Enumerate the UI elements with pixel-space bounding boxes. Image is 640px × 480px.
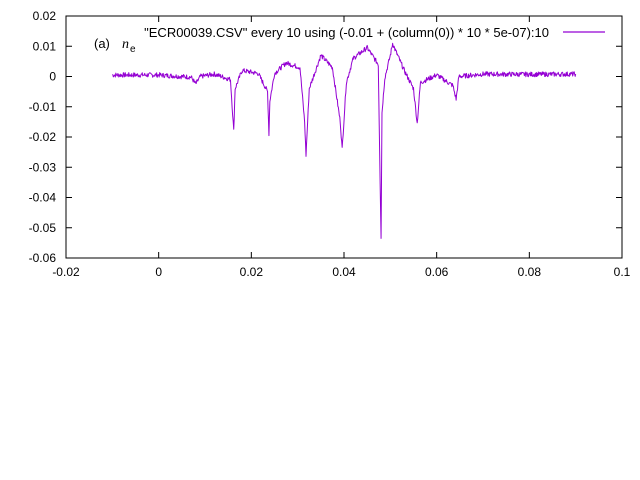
series-layer bbox=[112, 42, 577, 239]
annotation-subscript: e bbox=[130, 44, 136, 55]
y-tick-label: -0.04 bbox=[29, 191, 57, 205]
x-tick-label: -0.02 bbox=[52, 265, 80, 279]
x-tick-label: 0.08 bbox=[518, 265, 542, 279]
plot-frame bbox=[65, 15, 623, 259]
y-tick-label: -0.05 bbox=[29, 221, 57, 235]
y-tick-label: -0.03 bbox=[29, 160, 57, 174]
y-tick-label: 0.02 bbox=[33, 9, 57, 23]
x-tick-label: 0.1 bbox=[614, 265, 631, 279]
x-tick-label: 0.04 bbox=[332, 265, 356, 279]
y-tick-label: 0 bbox=[49, 70, 56, 84]
series-line bbox=[112, 42, 577, 239]
x-tick-label: 0.02 bbox=[240, 265, 264, 279]
y-tick-label: -0.06 bbox=[29, 251, 57, 265]
y-tick-label: -0.02 bbox=[29, 130, 57, 144]
x-tick-label: 0 bbox=[155, 265, 162, 279]
annotation-symbol: n bbox=[122, 37, 129, 52]
legend-label: "ECR00039.CSV" every 10 using (-0.01 + (… bbox=[144, 25, 549, 40]
x-tick-label: 0.06 bbox=[425, 265, 449, 279]
annotation-prefix: (a) bbox=[94, 36, 110, 51]
y-axis: 0.02 0.01 0 -0.01 -0.02 -0.03 -0.04 -0.05 -0.06 bbox=[29, 9, 622, 265]
y-tick-label: 0.01 bbox=[33, 39, 57, 53]
x-axis: -0.02 0 0.02 0.04 0.06 0.08 0.1 bbox=[52, 16, 631, 279]
y-tick-label: -0.01 bbox=[29, 100, 57, 114]
